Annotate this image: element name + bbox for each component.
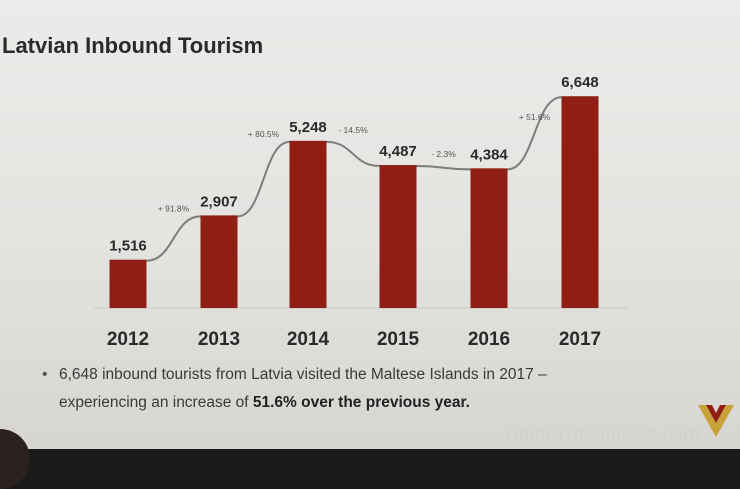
- bullet-dot: •: [42, 366, 48, 383]
- data-label-2013: 2,907: [200, 193, 238, 210]
- x-tick-2017: 2017: [559, 329, 601, 350]
- x-tick-2012: 2012: [107, 329, 149, 350]
- watermark: BalticTravelnews.com: [505, 425, 700, 446]
- growth-label-2017: + 51.6%: [519, 112, 551, 122]
- x-tick-2015: 2015: [377, 329, 420, 350]
- x-tick-2013: 2013: [198, 329, 240, 350]
- growth-label-2013: + 91.8%: [158, 203, 190, 213]
- data-label-2017: 6,648: [561, 74, 599, 91]
- bar-2012: [109, 259, 147, 308]
- brand-logo-icon: [698, 405, 734, 437]
- bullet-text-line2: experiencing an increase of 51.6% over t…: [59, 387, 470, 419]
- growth-label-2015: - 14.5%: [338, 125, 368, 135]
- growth-label-2016: - 2.3%: [431, 149, 456, 159]
- x-tick-2014: 2014: [287, 329, 330, 350]
- data-label-2016: 4,384: [470, 146, 508, 163]
- data-label-2012: 1,516: [109, 238, 147, 255]
- bar-2016: [470, 168, 508, 308]
- bar-2014: [289, 140, 327, 308]
- data-label-2015: 4,487: [379, 143, 417, 160]
- growth-label-2014: + 80.5%: [248, 129, 280, 139]
- bar-2013: [200, 215, 238, 308]
- bar-2015: [379, 165, 417, 308]
- bullet-text-prefix: experiencing an increase of: [59, 394, 253, 411]
- data-label-2014: 5,248: [289, 119, 327, 136]
- bullet-text-bold: 51.6% over the previous year.: [252, 394, 470, 411]
- x-tick-2016: 2016: [468, 329, 510, 350]
- bullet-text-line1: 6,648 inbound tourists from Latvia visit…: [59, 366, 547, 383]
- trend-line: [146, 96, 562, 262]
- slide-title: Latvian Inbound Tourism: [2, 33, 264, 58]
- bar-2017: [561, 96, 599, 308]
- bar-chart: 1,516 2012 2,907 2013 5,248 2014 4,487 2015 4,38…: [94, 74, 627, 350]
